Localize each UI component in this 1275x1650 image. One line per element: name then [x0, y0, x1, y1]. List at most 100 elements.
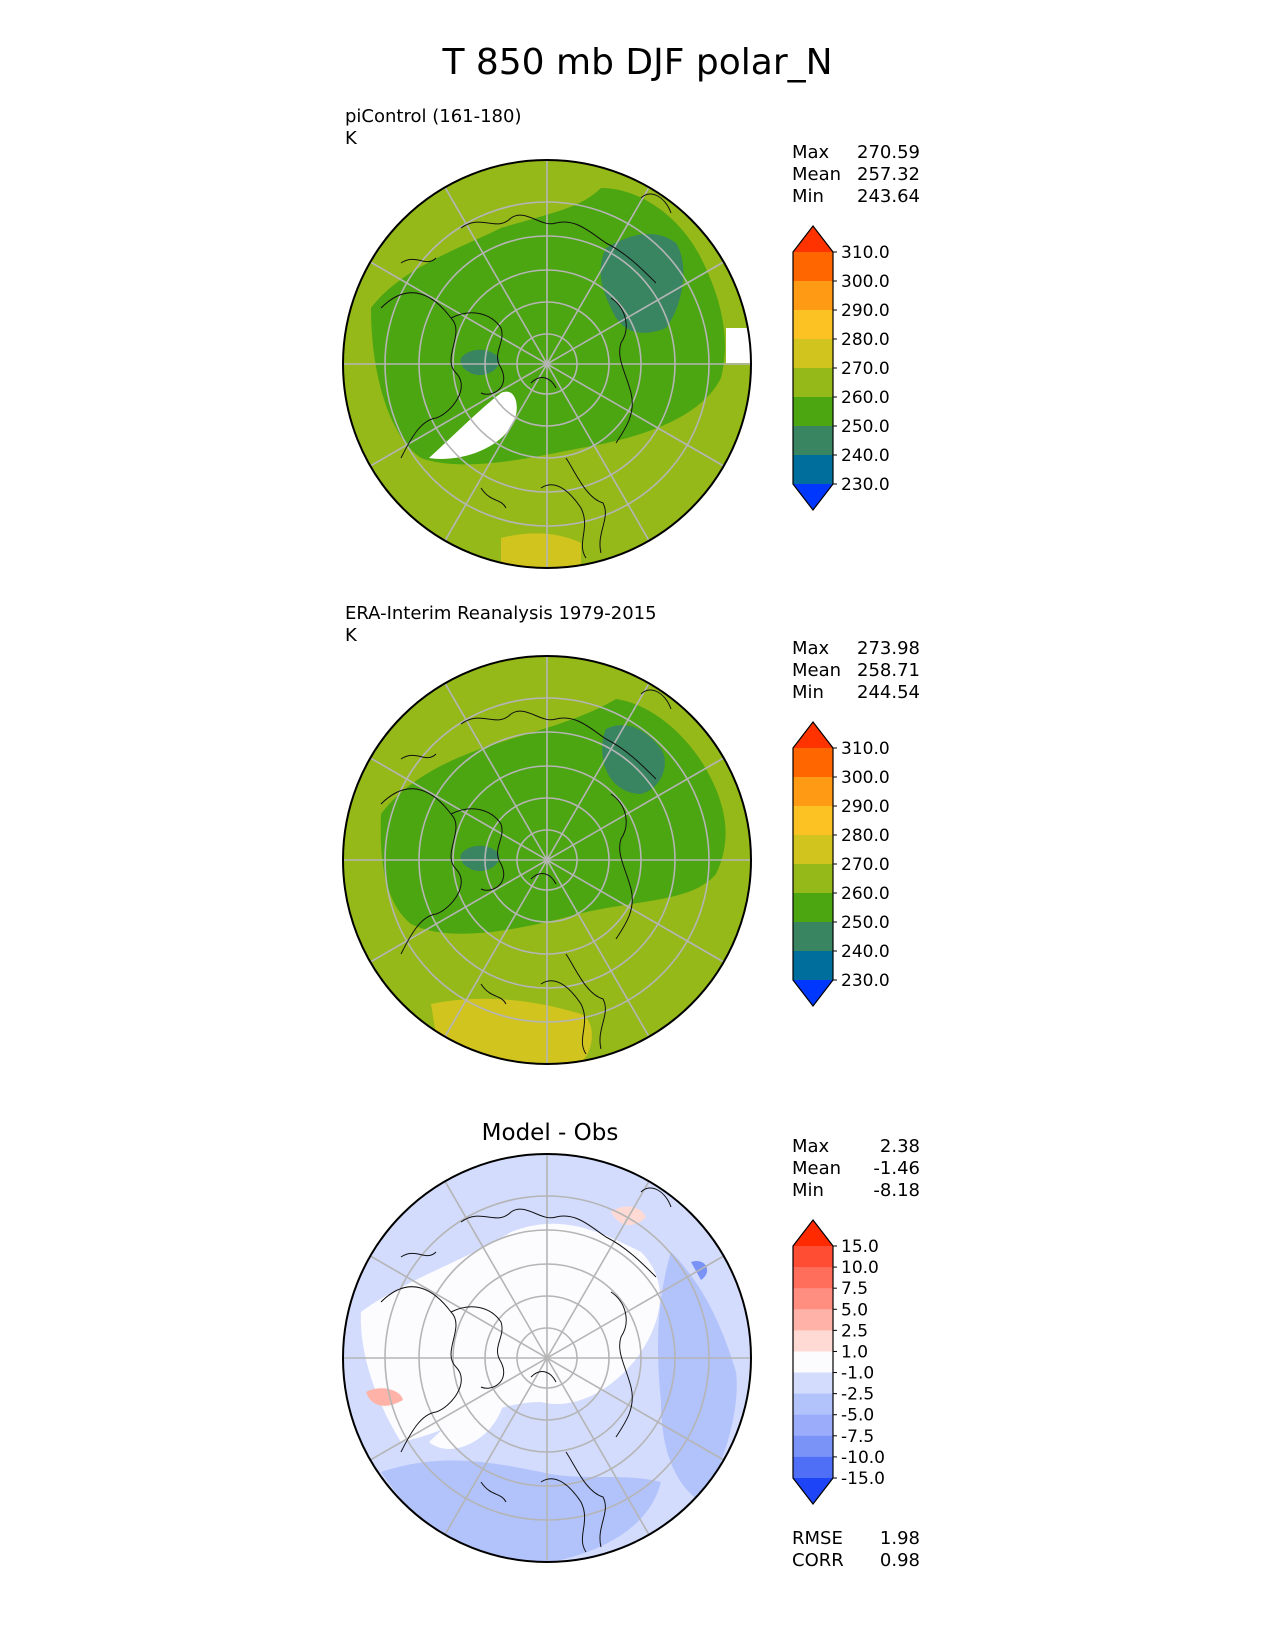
diff-colorbar-tick-label: -10.0	[841, 1448, 885, 1468]
coastlines	[380, 1187, 672, 1553]
temp-colorbar-tick-label: 270.0	[841, 855, 890, 875]
field-280-270	[501, 533, 581, 568]
panel1-title-line1: piControl (161-180)	[345, 106, 522, 127]
coastline	[540, 1478, 587, 1553]
temp-colorbar-tick-label: 260.0	[841, 884, 890, 904]
diff-colorbar-swatch	[793, 1288, 833, 1310]
temp-colorbar-cap-bottom	[793, 980, 833, 1006]
diff-colorbar-tick-label: 15.0	[841, 1237, 879, 1257]
graticule	[343, 1154, 751, 1562]
coastline	[610, 793, 633, 940]
panel2-colorbar: 310.0 300.0 290.0 280.0 270.0 260.0 250.0 240.0…	[792, 721, 890, 1007]
stat-label: Mean	[792, 164, 842, 185]
panel3-title: Model - Obs	[481, 1120, 619, 1146]
map-boundary	[342, 655, 752, 1065]
diff-colorbar-cap-bottom	[793, 1478, 833, 1504]
stat-label: Max	[792, 638, 830, 659]
coastline	[400, 1251, 437, 1258]
coastline	[540, 980, 587, 1055]
diff-colorbar-swatch	[793, 1456, 833, 1479]
temp-colorbar-swatch	[793, 777, 833, 807]
temp-colorbar-swatch	[793, 951, 833, 981]
panel2-stat-min: Min 244.54	[792, 682, 920, 704]
coastline	[565, 953, 606, 1050]
coastline	[460, 710, 657, 780]
meridian-line	[444, 186, 650, 542]
coastline	[450, 1306, 504, 1389]
map-field-layer	[343, 656, 751, 1064]
map-field-layer	[343, 160, 751, 568]
metric-label: RMSE	[792, 1528, 843, 1549]
temp-colorbar-swatch	[793, 252, 833, 282]
panel1-stat-min: Min 243.64	[792, 186, 920, 208]
panel2-units: K	[345, 625, 357, 646]
panel2-stats: Max 273.98 Mean 258.71 Min 244.54	[792, 638, 920, 704]
diff-colorbar-tick-label: 2.5	[841, 1321, 868, 1341]
coastline	[480, 1481, 507, 1503]
meridian-line	[444, 1180, 650, 1536]
temp-colorbar-tick-label: 280.0	[841, 330, 890, 350]
stat-label: Max	[792, 142, 830, 163]
temp-colorbar-tick-label: 280.0	[841, 826, 890, 846]
coastline	[380, 1286, 462, 1453]
coastline	[450, 808, 504, 891]
stat-value: 243.64	[857, 186, 920, 207]
temp-colorbar-cap-top	[793, 226, 833, 252]
panel3-polar-map	[342, 1153, 752, 1563]
temp-colorbar-swatch	[793, 806, 833, 836]
diff-near-zero	[360, 1223, 660, 1442]
temp-colorbar-tick-label: 310.0	[841, 739, 890, 759]
diff-colorbar-swatch	[793, 1309, 833, 1331]
panel2-polar-map	[342, 655, 752, 1065]
temp-colorbar-tick-label: 290.0	[841, 301, 890, 321]
diff-colorbar-swatch	[793, 1414, 833, 1437]
coastline	[460, 1208, 657, 1278]
panel1-title: piControl (161-180) K	[345, 106, 521, 150]
temp-colorbar-cap-top	[793, 722, 833, 748]
stat-label: Max	[792, 1136, 830, 1157]
temp-colorbar-swatch	[793, 339, 833, 369]
main-title: T 850 mb DJF polar_N	[442, 42, 833, 83]
temp-colorbar-tick-label: 230.0	[841, 475, 890, 495]
diff-pos-west	[366, 1388, 403, 1406]
stat-value: 270.59	[857, 142, 920, 163]
coastlines	[380, 193, 672, 559]
coastline	[530, 1371, 557, 1383]
temp-colorbar-swatch	[793, 397, 833, 427]
panel1-colorbar: 310.0 300.0 290.0 280.0 270.0 260.0 250.0 240.0…	[792, 225, 890, 511]
coastline	[610, 297, 633, 444]
missing-data-east	[726, 328, 751, 363]
stat-label: Min	[792, 1180, 824, 1201]
diff-colorbar-tick-label: -15.0	[841, 1469, 885, 1489]
metric-value: 0.98	[879, 1550, 920, 1571]
diff-colorbar-tick-label: 5.0	[841, 1300, 868, 1320]
temp-colorbar-swatch	[793, 922, 833, 952]
stat-value: 257.32	[857, 164, 920, 185]
stat-label: Mean	[792, 1158, 842, 1179]
metric-label: CORR	[792, 1550, 844, 1571]
temp-colorbar-tick-label: 250.0	[841, 913, 890, 933]
diff-colorbar-tick-label: -5.0	[841, 1406, 874, 1426]
stat-label: Min	[792, 186, 824, 207]
temp-colorbar-tick-label: 270.0	[841, 359, 890, 379]
panel2-title-line1: ERA-Interim Reanalysis 1979-2015	[345, 603, 657, 624]
temp-colorbar-swatch	[793, 368, 833, 398]
panel3-stat-min: Min -8.18	[792, 1180, 920, 1202]
panel3-metric-rmse: RMSE 1.98	[792, 1528, 920, 1550]
stat-value: 273.98	[857, 638, 920, 659]
temp-colorbar-cap-bottom	[793, 484, 833, 510]
temp-colorbar-swatch	[793, 310, 833, 340]
diff-neg-east	[658, 1252, 737, 1502]
stat-label: Min	[792, 682, 824, 703]
panel3-metric-corr: CORR 0.98	[792, 1550, 920, 1572]
panel3-stat-mean: Mean -1.46	[792, 1158, 920, 1180]
stat-value: 258.71	[857, 660, 920, 681]
panel1-stat-max: Max 270.59	[792, 142, 920, 164]
map-boundary	[342, 159, 752, 569]
stat-value: -1.46	[873, 1158, 920, 1179]
panel3-stats: Max 2.38 Mean -1.46 Min -8.18	[792, 1136, 920, 1202]
coastline	[460, 214, 657, 284]
temp-colorbar-swatch	[793, 893, 833, 923]
panel3-metrics: RMSE 1.98 CORR 0.98	[792, 1528, 920, 1572]
coastline	[540, 484, 587, 559]
